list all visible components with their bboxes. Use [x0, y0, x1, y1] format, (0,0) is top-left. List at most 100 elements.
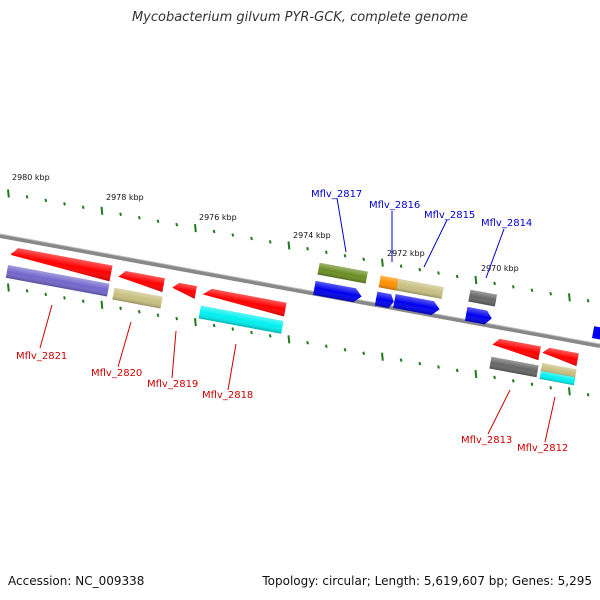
scale-tick: [175, 316, 179, 321]
accession-text: Accession: NC_009338: [8, 574, 145, 588]
scale-tick: [437, 365, 440, 369]
scale-label-2976: 2976 kbp: [199, 213, 237, 222]
scale-tick: [100, 206, 104, 215]
scale-label-2978: 2978 kbp: [106, 193, 144, 202]
scale-label-2972: 2972 kbp: [387, 249, 425, 258]
scale-tick: [268, 334, 272, 338]
gene-feature-2813[interactable]: [491, 338, 541, 361]
scale-tick: [549, 386, 553, 390]
scale-tick: [287, 335, 291, 344]
gene-feature-2820[interactable]: [117, 270, 165, 293]
scale-tick: [343, 348, 347, 352]
scale-tick: [194, 318, 197, 327]
gene-feature-2817b[interactable]: [313, 280, 363, 304]
scale-tick: [455, 368, 459, 373]
gene-feature-2816[interactable]: [378, 275, 444, 299]
scale-tick: [175, 222, 179, 227]
gene-label-2814[interactable]: Mflv_2814: [481, 218, 532, 229]
scale-label-2974: 2974 kbp: [293, 231, 331, 240]
leader-lines-bottom: [39, 304, 556, 443]
gene-feature-2816b[interactable]: [374, 291, 395, 309]
scale-tick: [343, 254, 347, 258]
scale-tick: [25, 289, 29, 293]
scale-tick: [250, 330, 253, 335]
scale-tick: [212, 229, 216, 234]
scale-tick: [362, 351, 366, 355]
scale-label-2970: 2970 kbp: [481, 264, 519, 273]
scale-tick: [44, 292, 48, 297]
gene-feature-2814b[interactable]: [464, 306, 493, 326]
scale-tick: [7, 283, 10, 292]
gene-feature-2812b[interactable]: [540, 362, 577, 379]
scale-tick: [100, 300, 104, 309]
scale-tick: [63, 296, 66, 300]
gene-label-2812[interactable]: Mflv_2812: [517, 443, 568, 454]
scale-tick: [568, 293, 571, 302]
scale-tick: [119, 212, 122, 216]
gene-feature-edge[interactable]: [591, 326, 600, 341]
map-title: Mycobacterium gilvum PYR-GCK, complete g…: [131, 10, 469, 25]
scale-tick: [137, 215, 141, 220]
gene-feature-2821b[interactable]: [5, 265, 110, 297]
scale-tick: [306, 247, 309, 251]
scale-tick: [156, 313, 160, 317]
scale-tick: [586, 298, 590, 303]
scale-tick: [119, 306, 122, 310]
scale-tick: [381, 258, 384, 267]
scale-tick: [268, 240, 272, 244]
scale-tick: [7, 189, 10, 198]
gene-label-2816[interactable]: Mflv_2816: [369, 200, 420, 211]
scale-tick: [568, 387, 571, 396]
gene-label-2815[interactable]: Mflv_2815: [424, 210, 475, 221]
gene-feature-2812[interactable]: [541, 347, 579, 367]
leader-lines-top: [336, 197, 505, 279]
scale-tick: [437, 271, 440, 275]
topology-text: Topology: circular; Length: 5,619,607 bp…: [262, 574, 592, 588]
scale-tick: [493, 281, 496, 286]
gene-feature-2821[interactable]: [9, 247, 113, 282]
scale-label-2980: 2980 kbp: [12, 173, 50, 182]
gene-label-2818[interactable]: Mflv_2818: [202, 390, 253, 401]
scale-tick: [418, 361, 422, 366]
gene-label-2821[interactable]: Mflv_2821: [16, 351, 67, 362]
scale-tick: [474, 275, 478, 285]
gene-label-2820[interactable]: Mflv_2820: [91, 368, 142, 379]
scale-tick: [306, 341, 309, 345]
scale-tick: [530, 288, 534, 293]
scale-tick: [287, 241, 291, 250]
scale-tick: [586, 392, 590, 397]
gene-feature-2818[interactable]: [201, 287, 287, 317]
gene-feature-2815[interactable]: [393, 294, 441, 316]
genome-backbone: [0, 234, 600, 348]
scale-tick: [156, 219, 160, 223]
scale-tick: [511, 379, 515, 383]
scale-tick: [324, 344, 328, 349]
gene-feature-2818b[interactable]: [198, 305, 284, 334]
scale-ticks-upper: [7, 189, 590, 303]
scale-tick: [212, 323, 216, 328]
gene-label-2819[interactable]: Mflv_2819: [147, 379, 198, 390]
gene-feature-2814[interactable]: [468, 289, 498, 307]
scale-tick: [81, 205, 85, 210]
gene-label-2813[interactable]: Mflv_2813: [461, 435, 512, 446]
scale-tick: [549, 292, 553, 296]
scale-tick: [44, 198, 48, 203]
scale-tick: [231, 327, 235, 331]
scale-tick: [231, 233, 235, 237]
gene-feature-2820b[interactable]: [112, 287, 163, 309]
scale-tick: [399, 264, 403, 268]
gene-label-2817[interactable]: Mflv_2817: [311, 189, 362, 200]
gene-feature-2812c[interactable]: [539, 370, 576, 386]
gene-feature-2813b[interactable]: [489, 356, 539, 378]
scale-tick: [530, 382, 534, 387]
scale-tick: [474, 369, 478, 379]
scale-tick: [137, 309, 141, 314]
scale-tick: [81, 299, 85, 304]
gene-feature-2819[interactable]: [171, 282, 197, 299]
scale-tick: [381, 352, 384, 361]
gene-feature-2817[interactable]: [317, 262, 368, 284]
scale-tick: [25, 195, 29, 199]
scale-tick: [63, 202, 66, 206]
scale-tick: [324, 250, 328, 255]
